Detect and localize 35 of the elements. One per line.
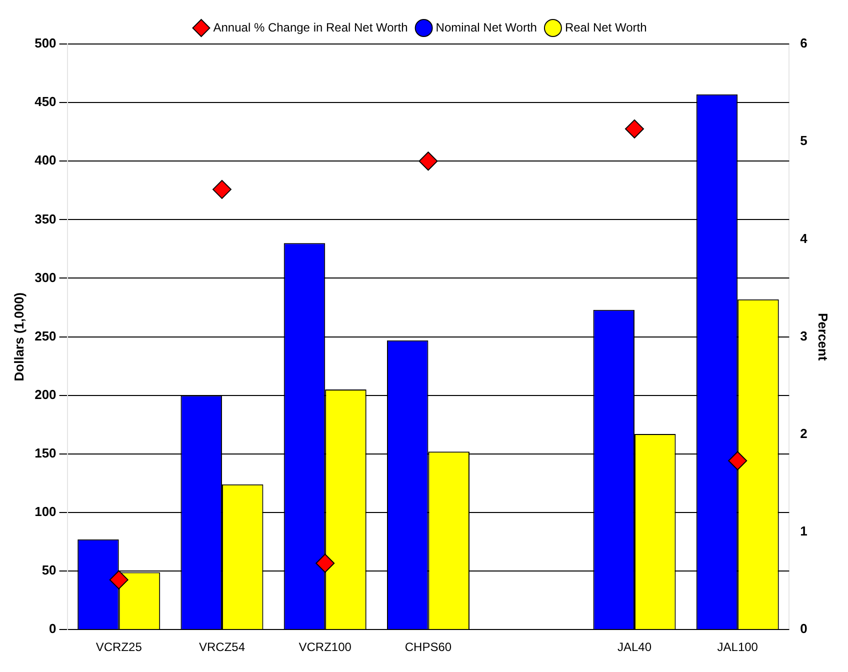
y-tick-label: 300	[34, 270, 56, 285]
x-tick-label: JAL40	[617, 640, 652, 654]
y-tick-label: 500	[34, 36, 56, 51]
x-tick-label: VRCZ54	[198, 640, 246, 654]
y-axis-title: Dollars (1,000)	[11, 292, 26, 382]
y-tick-label: 150	[34, 446, 56, 460]
point	[109, 570, 128, 590]
point	[728, 451, 748, 470]
y2-tick-label: 2	[800, 426, 808, 441]
y-tick-label: 400	[34, 152, 56, 168]
y2-tick-label: 0	[800, 621, 808, 636]
y-tick-label: 450	[34, 94, 56, 110]
x-tick-label: CHPS60	[404, 640, 452, 654]
legend-label: Real Net Worth	[564, 20, 647, 34]
point	[624, 119, 644, 138]
x-tick-label: VCRZ25	[96, 640, 142, 654]
point	[212, 180, 232, 199]
y-tick-label: 100	[34, 504, 56, 520]
y-tick-label: 250	[34, 328, 56, 344]
y2-tick-label: 1	[800, 524, 808, 539]
x-tick-label: JAL100	[717, 640, 758, 654]
y2-tick-label: 6	[800, 36, 808, 51]
y-tick-label: 50	[42, 562, 56, 578]
y2-tick-label: 3	[800, 328, 808, 344]
y-tick-label: 0	[49, 621, 56, 636]
y-tick-label: 350	[34, 211, 56, 226]
point	[316, 554, 335, 573]
y2-tick-label: 4	[800, 230, 808, 246]
point	[418, 152, 438, 171]
y2-tick-label: 5	[800, 133, 808, 148]
legend-label: Nominal Net Worth	[436, 20, 537, 34]
y2-axis-title: Percent	[816, 312, 831, 362]
y-tick-label: 200	[34, 386, 56, 402]
x-tick-label: VCRZ100	[298, 640, 352, 654]
legend-label: Annual % Change in Real Net Worth	[213, 20, 408, 34]
